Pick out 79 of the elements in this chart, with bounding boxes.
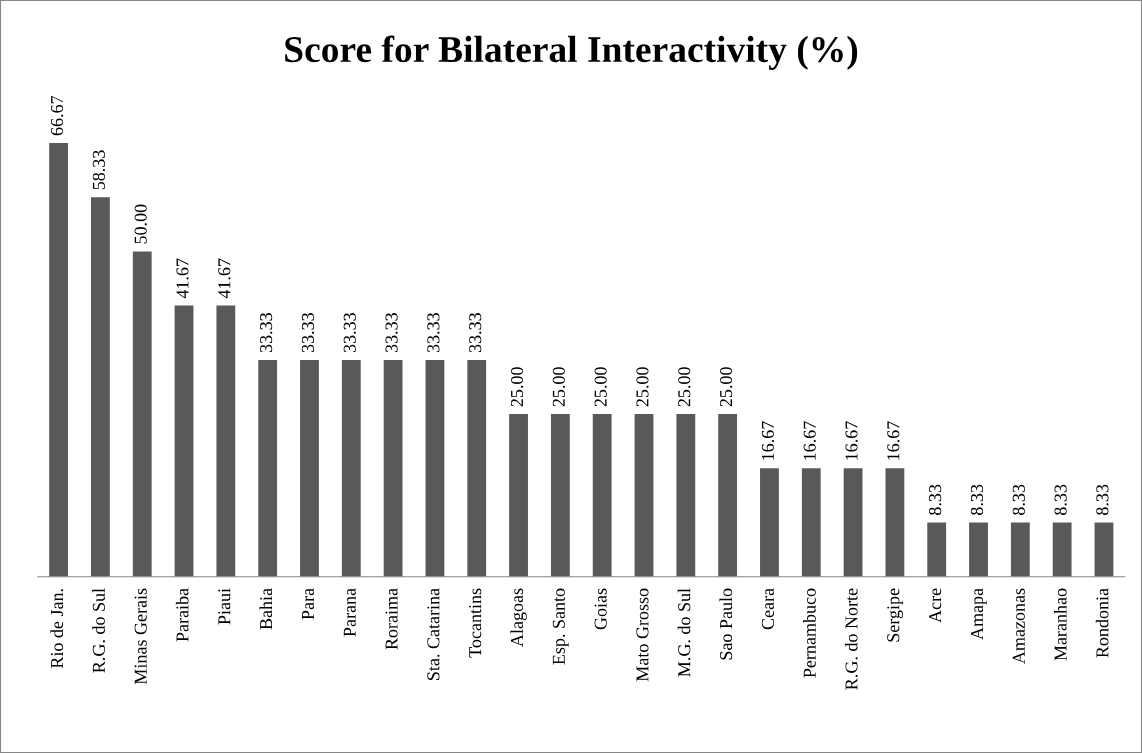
x-tick-label: R.G. do Sul <box>92 588 106 673</box>
data-label: 16.67 <box>845 421 858 460</box>
x-tick-label: Goias <box>594 588 607 630</box>
x-tick-label: Acre <box>929 588 942 623</box>
bar <box>843 468 863 577</box>
bar <box>341 359 361 577</box>
bar <box>91 197 110 577</box>
bar <box>467 359 487 577</box>
data-label: 25.00 <box>719 367 733 407</box>
bar <box>509 414 528 577</box>
data-label: 8.33 <box>1096 484 1109 515</box>
bar <box>885 468 905 577</box>
data-label: 8.33 <box>1012 484 1025 515</box>
bar <box>1094 522 1114 577</box>
x-tick-label: Ceara <box>761 588 774 630</box>
data-label: 16.67 <box>887 421 900 460</box>
x-tick-label: Sta. Catarina <box>427 588 440 680</box>
bar <box>258 359 278 577</box>
x-tick-label: Amapa <box>970 588 987 640</box>
bar <box>216 305 236 577</box>
data-label: 25.00 <box>594 367 607 407</box>
x-tick-label: Bahia <box>259 588 273 630</box>
bar <box>634 414 654 577</box>
data-label: 33.33 <box>427 313 440 353</box>
data-label: 33.33 <box>385 313 398 353</box>
data-label: 8.33 <box>929 484 942 515</box>
bar <box>49 142 68 577</box>
bar <box>383 359 403 577</box>
bar <box>592 414 612 577</box>
bar <box>676 414 696 577</box>
bar <box>718 414 738 577</box>
bar <box>801 468 821 577</box>
x-tick-label: Rio de Jan. <box>50 589 64 669</box>
bar <box>550 414 570 577</box>
x-tick-label: M.G. do Sul <box>677 588 691 677</box>
bar <box>425 359 445 577</box>
x-tick-label: Paraiba <box>175 588 189 642</box>
x-tick-label: Para <box>302 588 314 620</box>
x-tick-label: Alagoas <box>510 588 527 647</box>
bar <box>760 468 779 577</box>
x-tick-label: Esp. Santo <box>552 588 569 665</box>
x-tick-label: Rondonia <box>1095 588 1109 658</box>
x-tick-label: Minas Gerais <box>134 588 147 685</box>
bar <box>174 305 194 577</box>
data-label: 33.33 <box>260 313 273 353</box>
data-label: 58.33 <box>92 150 106 190</box>
x-tick-label: Amazonas <box>1012 588 1025 664</box>
data-label: 33.33 <box>301 313 315 353</box>
x-tick-label: R.G. do Norte <box>844 588 858 690</box>
data-label: 33.33 <box>469 313 482 353</box>
data-label: 66.67 <box>50 95 64 136</box>
bar <box>132 251 152 577</box>
data-label: 16.67 <box>761 421 775 460</box>
x-tick-label: Parana <box>343 588 356 637</box>
bar <box>300 359 319 577</box>
data-label: 41.67 <box>218 258 231 299</box>
data-label: 41.67 <box>176 258 189 299</box>
chart-title: Score for Bilateral Interactivity (%) <box>285 35 858 70</box>
x-tick-label: Sao Paulo <box>719 588 733 660</box>
data-label: 8.33 <box>970 484 984 515</box>
x-tick-label: Sergipe <box>887 588 904 642</box>
bar <box>969 522 988 577</box>
x-tick-label: Roraima <box>385 588 398 650</box>
data-label: 25.00 <box>552 367 565 407</box>
bar <box>1010 522 1030 577</box>
data-label: 16.67 <box>803 421 816 460</box>
x-tick-label: Piaui <box>218 588 231 625</box>
x-tick-label: Pernambuco <box>803 588 816 678</box>
x-tick-label: Maranhao <box>1053 588 1067 661</box>
data-label: 50.00 <box>134 204 147 244</box>
bar <box>1052 522 1072 577</box>
data-label: 33.33 <box>343 313 356 353</box>
x-tick-label: Tocantins <box>469 588 482 658</box>
data-label: 25.00 <box>510 367 524 407</box>
x-tick-label: Mato Grosso <box>636 588 649 682</box>
bar <box>927 522 947 577</box>
data-label: 25.00 <box>678 367 691 407</box>
data-label: 8.33 <box>1054 484 1067 515</box>
data-label: 25.00 <box>636 367 649 407</box>
